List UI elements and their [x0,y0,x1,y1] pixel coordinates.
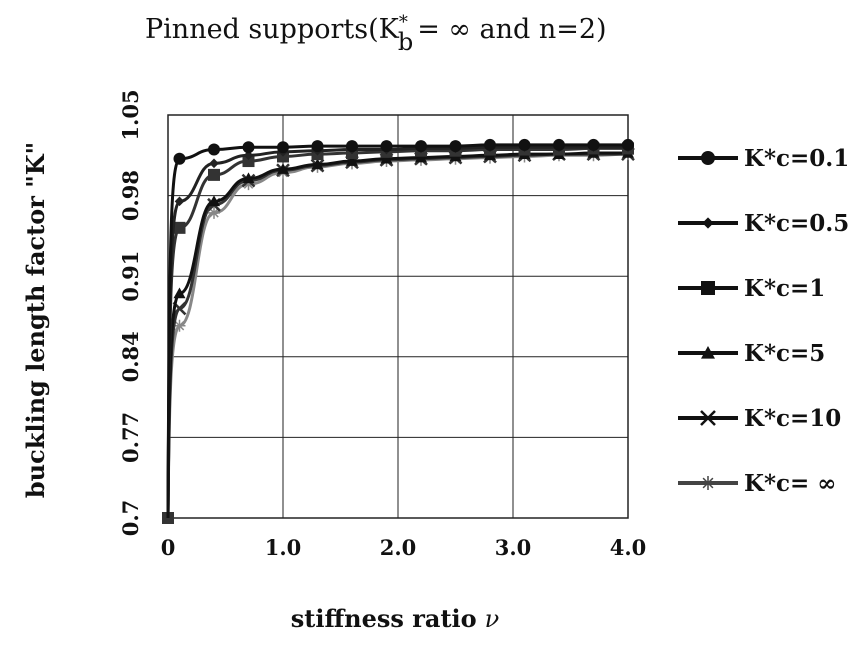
x-tick-label: 0 [161,535,176,560]
data-point [277,141,289,154]
data-point [346,140,358,153]
x-tick-label: 1.0 [265,535,302,560]
data-point [243,150,254,161]
tick-labels: 0.7 0.77 0.84 0.91 0.98 1.05 0 1.0 2.0 3.0 4.0 [118,89,646,560]
data-point [701,281,715,295]
y-tick-label: 0.91 [118,251,143,302]
series-line [166,146,628,519]
data-point [242,141,255,154]
legend-label: K*c=10 [744,405,841,432]
legend-label: K*c=5 [744,340,825,367]
series-6 [166,148,634,519]
data-point [242,155,255,168]
legend: K*c=0.1 K*c=0.5 K*c=1 K*c=5 K*c=10 K*c= ∞ [678,145,849,497]
legend-item: K*c=5 [678,340,825,367]
legend-label: K*c=1 [744,275,825,302]
series-line [166,143,628,519]
data-point [208,206,220,219]
legend-item: K*c= ∞ [678,470,836,497]
data-point [622,138,634,151]
series-4 [166,146,634,519]
data-point [346,155,358,166]
grid [167,114,629,519]
data-point [277,163,289,174]
x-tick-label: 4.0 [610,535,647,560]
data-point [173,287,186,299]
data-point [380,140,393,153]
x-tick-label: 2.0 [380,535,417,560]
legend-item: K*c=1 [678,275,825,302]
title-tail: = ∞ and n=2) [417,14,606,45]
data-point [553,138,565,151]
data-point [208,143,220,156]
chart-title: Pinned supports(K* b = ∞ and n=2) [145,12,607,56]
series-2 [166,142,633,519]
y-tick-label: 0.84 [118,331,143,382]
data-point [209,158,219,169]
series-1 [166,138,634,519]
data-point [700,410,716,426]
data-point [449,140,462,153]
x-axis-label-symbol: ν [485,605,500,633]
data-point [174,196,185,207]
data-point [484,138,496,151]
x-axis-label-text: stiffness ratio [291,604,477,633]
y-axis-label: buckling length factor "K" [21,142,50,498]
x-axis-label: stiffness ratio ν [291,604,500,633]
data-point [311,158,324,170]
data-point [311,140,324,153]
legend-label: K*c=0.5 [744,210,849,237]
data-point [173,152,186,165]
y-tick-label: 0.98 [118,170,143,221]
x-tick-label: 3.0 [495,535,532,560]
data-point [701,346,715,359]
legend-label: K*c= ∞ [744,470,836,497]
data-point [208,168,220,181]
legend-item: K*c=0.5 [678,210,849,237]
data-point [518,138,531,151]
data-point [415,151,427,163]
y-tick-label: 0.7 [118,500,143,537]
data-point [415,140,427,153]
title-main: Pinned supports(K [145,14,400,45]
data-point [587,138,600,151]
data-point [173,221,186,234]
data-point [208,195,220,207]
title-subscript: b [398,28,413,56]
data-point [380,152,393,164]
y-tick-label: 0.77 [118,412,143,463]
series-line [166,145,628,519]
y-tick-label: 1.05 [118,89,143,140]
title-superscript: * [399,12,408,33]
data-point [701,476,715,490]
legend-item: K*c=10 [678,405,841,432]
legend-item: K*c=0.1 [678,145,849,172]
series-line [166,151,628,519]
data-point [242,172,255,184]
data-point [242,178,255,191]
legend-label: K*c=0.1 [744,145,849,172]
series-5 [166,147,635,519]
series-layer [162,138,635,524]
data-point [173,319,186,332]
data-point [701,151,715,165]
data-point [702,217,714,229]
